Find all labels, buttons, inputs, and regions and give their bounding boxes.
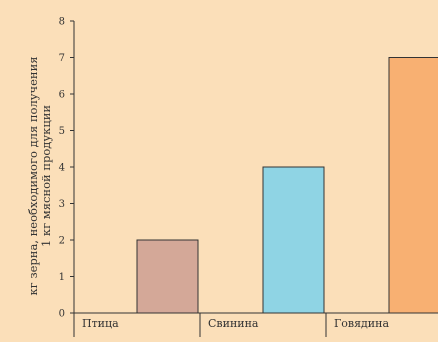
x-axis: Птица Свинина Говядина — [74, 312, 438, 337]
y-tick-label: 0 — [59, 309, 65, 320]
bar-3 — [388, 57, 438, 314]
x-category-label: Птица — [82, 317, 119, 330]
y-axis-title-line-1: кг зерна, необходимого для получения — [26, 56, 40, 295]
bar-2 — [262, 166, 325, 314]
x-category-label: Говядина — [334, 317, 389, 330]
y-axis-title: кг зерна, необходимого для получения 1 к… — [26, 56, 53, 295]
y-tick-label: 5 — [59, 126, 65, 137]
y-axis: 0 1 2 3 4 5 6 7 8 — [59, 17, 75, 337]
bar-1 — [136, 239, 199, 314]
y-tick-label: 2 — [59, 236, 65, 247]
y-tick-label: 8 — [59, 17, 65, 28]
y-tick-label: 7 — [59, 53, 65, 64]
y-tick-label: 6 — [59, 90, 65, 101]
y-tick-label: 4 — [59, 163, 65, 174]
y-tick-label: 3 — [59, 199, 65, 210]
y-tick-label: 1 — [59, 272, 65, 283]
x-category-label: Свинина — [208, 317, 259, 330]
y-axis-title-line-2: 1 кг мясной продукции — [39, 105, 53, 247]
bars — [136, 57, 438, 314]
